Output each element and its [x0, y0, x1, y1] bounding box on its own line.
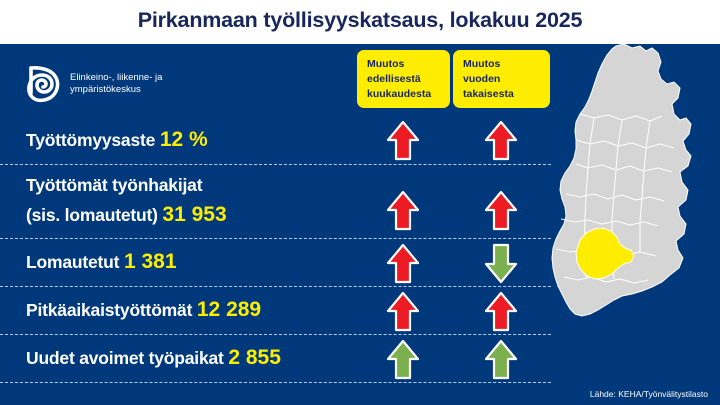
column-header-change-from-previous-month: Muutos edellisestä kuukaudesta [357, 50, 450, 108]
statistics-rows: Työttömyysaste 12 % Työttömät työn [0, 117, 551, 383]
row-label-second-line: (sis. lomautetut) 31 953 [26, 203, 227, 227]
arrow-up-red-icon [386, 189, 420, 231]
content-panel: Elinkeino-, liikenne- ja ympäristökeskus… [0, 44, 720, 405]
row-label: Lomautetut 1 381 [26, 250, 177, 274]
row-label-text: Työttömyysaste [26, 130, 156, 150]
row-label: Pitkäaikaistyöttömät 12 289 [26, 298, 261, 322]
table-row: Työttömät työnhakijat (sis. lomautetut) … [0, 165, 551, 239]
arrow-up-red-icon [386, 242, 420, 284]
row-value: 12 % [159, 128, 208, 151]
row-value: 31 953 [162, 203, 227, 226]
row-label: Uudet avoimet työpaikat 2 855 [26, 346, 281, 370]
row-label-text: Työttömät työnhakijat [26, 175, 203, 195]
arrow-up-red-icon [386, 290, 420, 332]
row-label-text: Lomautetut [26, 252, 120, 272]
row-label-text: Uudet avoimet työpaikat [26, 348, 224, 368]
arrow-up-red-icon [484, 290, 518, 332]
ely-leaf-icon [26, 65, 62, 103]
table-row: Pitkäaikaistyöttömät 12 289 [0, 287, 551, 335]
source-attribution: Lähde: KEHA/Työnvälitystilasto [589, 389, 708, 399]
row-label-text: Pitkäaikaistyöttömät [26, 300, 193, 320]
column-header-change-from-year-ago: Muutos vuoden takaisesta [453, 50, 550, 108]
table-row: Työttömyysaste 12 % [0, 117, 551, 165]
row-label: Työttömät työnhakijat [26, 173, 203, 197]
arrow-up-red-icon [386, 119, 420, 161]
row-value: 2 855 [228, 346, 281, 369]
finland-map [528, 44, 718, 344]
page-title: Pirkanmaan työllisyyskatsaus, lokakuu 20… [137, 8, 583, 32]
arrow-down-green-icon [484, 242, 518, 284]
row-value: 1 381 [123, 250, 177, 273]
row-label-text: (sis. lomautetut) [26, 205, 158, 225]
table-row: Lomautetut 1 381 [0, 239, 551, 287]
arrow-up-green-icon [386, 338, 420, 380]
ely-logo: Elinkeino-, liikenne- ja ympäristökeskus [26, 65, 162, 103]
arrow-up-red-icon [484, 189, 518, 231]
table-row: Uudet avoimet työpaikat 2 855 [0, 335, 551, 383]
arrow-up-red-icon [484, 119, 518, 161]
row-label: Työttömyysaste 12 % [26, 128, 208, 152]
title-bar: Pirkanmaan työllisyyskatsaus, lokakuu 20… [0, 0, 720, 44]
ely-logo-text: Elinkeino-, liikenne- ja ympäristökeskus [70, 72, 163, 95]
arrow-up-green-icon [484, 338, 518, 380]
row-value: 12 289 [196, 298, 262, 321]
